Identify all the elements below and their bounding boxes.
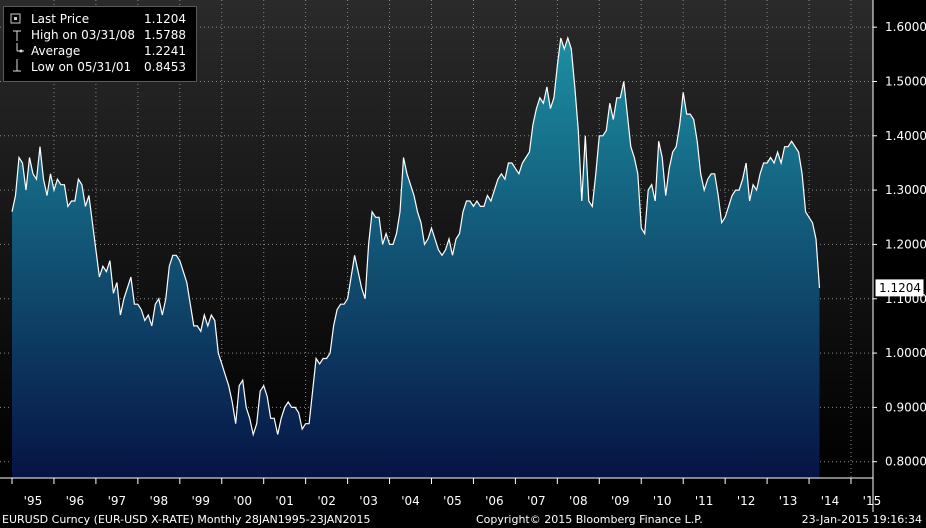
legend-value: 1.5788 <box>144 28 186 42</box>
series-line <box>11 36 821 437</box>
x-tick-label: '14 <box>821 494 840 508</box>
last-price-tag-group: 1.1204 <box>875 279 924 297</box>
x-tick-label: '99 <box>191 494 210 508</box>
x-tick-label: '12 <box>737 494 756 508</box>
x-tick-label: '00 <box>233 494 252 508</box>
y-tick-label: 1.4000 <box>885 129 926 143</box>
x-tick-label: '98 <box>150 494 169 508</box>
average-line-icon <box>10 43 24 59</box>
y-tick-label: 0.9000 <box>885 400 926 414</box>
x-tick-label: '15 <box>863 494 882 508</box>
axes: 1.60001.50001.40001.30001.20001.10001.00… <box>0 0 926 512</box>
x-tick-label: '96 <box>66 494 85 508</box>
x-tick-label: '97 <box>108 494 127 508</box>
x-tick-label: '03 <box>359 494 378 508</box>
copyright-text: Copyright© 2015 Bloomberg Finance L.P. <box>476 513 703 526</box>
x-tick-label: '08 <box>569 494 588 508</box>
legend-label: Last Price <box>31 12 90 26</box>
legend-value: 0.8453 <box>144 60 186 74</box>
status-footer: EURUSD Curncy (EUR-USD X-RATE) Monthly 2… <box>0 512 926 528</box>
x-tick-label: '01 <box>275 494 294 508</box>
timestamp: 23-Jan-2015 19:16:34 <box>801 513 922 526</box>
legend-label: Low on 05/31/01 <box>31 60 132 74</box>
x-tick-label: '13 <box>779 494 798 508</box>
legend-row-low: Low on 05/31/01 0.8453 <box>10 59 192 75</box>
x-tick-label: '07 <box>527 494 546 508</box>
legend-value: 1.2241 <box>144 44 186 58</box>
legend-label: Average <box>31 44 81 58</box>
price-line <box>11 36 821 437</box>
y-tick-label: 0.8000 <box>885 455 926 469</box>
last-price-tag-box <box>875 279 924 297</box>
x-tick-label: '10 <box>653 494 672 508</box>
y-tick-label: 1.0000 <box>885 346 926 360</box>
x-tick-label: '06 <box>485 494 504 508</box>
price-area <box>12 38 820 478</box>
x-tick-label: '02 <box>317 494 336 508</box>
last-price-tag: 1.1204 <box>879 281 921 295</box>
legend-value: 1.1204 <box>144 12 186 26</box>
legend-row-high: High on 03/31/08 1.5788 <box>10 27 192 43</box>
low-marker-icon <box>10 59 24 75</box>
x-tick-label: '09 <box>611 494 630 508</box>
y-tick-label: 1.6000 <box>885 20 926 34</box>
security-description: EURUSD Curncy (EUR-USD X-RATE) Monthly 2… <box>2 513 371 526</box>
filled-square-icon <box>10 11 24 27</box>
high-marker-icon <box>10 27 24 43</box>
legend-row-last-price: Last Price 1.1204 <box>10 11 192 27</box>
legend-label: High on 03/31/08 <box>31 28 136 42</box>
price-chart: 1.60001.50001.40001.30001.20001.10001.00… <box>0 0 926 512</box>
series-area <box>12 38 820 478</box>
y-tick-label: 1.3000 <box>885 183 926 197</box>
y-tick-label: 1.5000 <box>885 74 926 88</box>
x-tick-label: '95 <box>24 494 43 508</box>
y-tick-label: 1.2000 <box>885 237 926 251</box>
legend-box[interactable]: Last Price 1.1204 High on 03/31/08 1.578… <box>3 6 197 82</box>
x-tick-label: '04 <box>401 494 420 508</box>
x-tick-label: '05 <box>443 494 462 508</box>
legend-row-average: Average 1.2241 <box>10 43 192 59</box>
x-tick-label: '11 <box>695 494 714 508</box>
